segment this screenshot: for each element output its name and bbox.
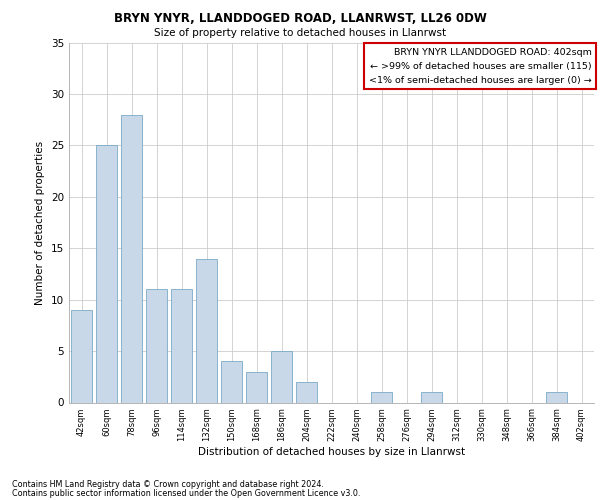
- Bar: [296, 382, 317, 402]
- Bar: [71, 310, 92, 402]
- Bar: [546, 392, 567, 402]
- Bar: [371, 392, 392, 402]
- Y-axis label: Number of detached properties: Number of detached properties: [35, 140, 46, 304]
- Bar: [121, 114, 142, 403]
- Bar: [96, 146, 117, 402]
- X-axis label: Distribution of detached houses by size in Llanrwst: Distribution of detached houses by size …: [198, 447, 465, 457]
- Bar: [421, 392, 442, 402]
- Bar: [271, 351, 292, 403]
- Text: Contains public sector information licensed under the Open Government Licence v3: Contains public sector information licen…: [12, 489, 361, 498]
- Text: BRYN YNYR, LLANDDOGED ROAD, LLANRWST, LL26 0DW: BRYN YNYR, LLANDDOGED ROAD, LLANRWST, LL…: [113, 12, 487, 26]
- Bar: [246, 372, 267, 402]
- Text: Size of property relative to detached houses in Llanrwst: Size of property relative to detached ho…: [154, 28, 446, 38]
- Bar: [221, 362, 242, 403]
- Text: Contains HM Land Registry data © Crown copyright and database right 2024.: Contains HM Land Registry data © Crown c…: [12, 480, 324, 489]
- Bar: [146, 290, 167, 403]
- Text: BRYN YNYR LLANDDOGED ROAD: 402sqm
← >99% of detached houses are smaller (115)
<1: BRYN YNYR LLANDDOGED ROAD: 402sqm ← >99%…: [368, 48, 592, 84]
- Bar: [196, 258, 217, 402]
- Bar: [171, 290, 192, 403]
